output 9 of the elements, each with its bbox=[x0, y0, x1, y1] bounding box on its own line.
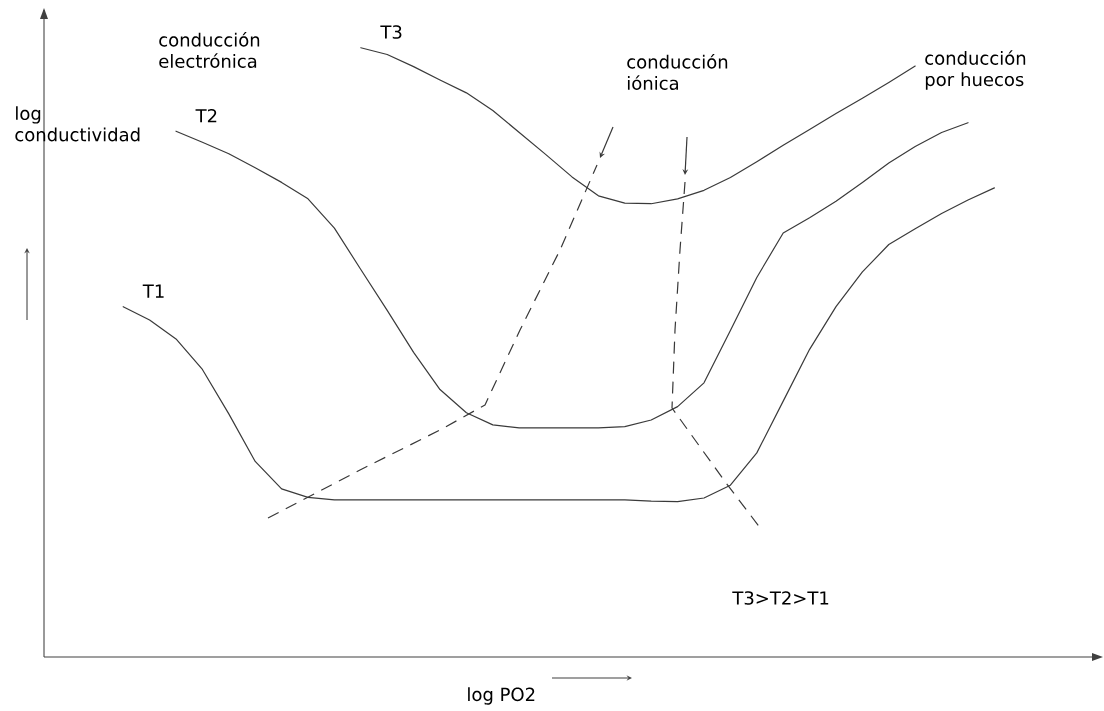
series-label: T1 bbox=[142, 284, 164, 298]
annotation: conducción electrónica bbox=[159, 32, 260, 69]
annotation: conducción iónica bbox=[627, 54, 728, 91]
series-label: T3 bbox=[380, 25, 402, 39]
annotation: T3>T2>T1 bbox=[732, 591, 829, 605]
x-axis-title: log PO2 bbox=[468, 687, 535, 705]
y-axis-title: log conductividad bbox=[15, 106, 140, 142]
annotation: conducción por huecos bbox=[925, 50, 1026, 90]
series-label: T2 bbox=[195, 109, 217, 123]
